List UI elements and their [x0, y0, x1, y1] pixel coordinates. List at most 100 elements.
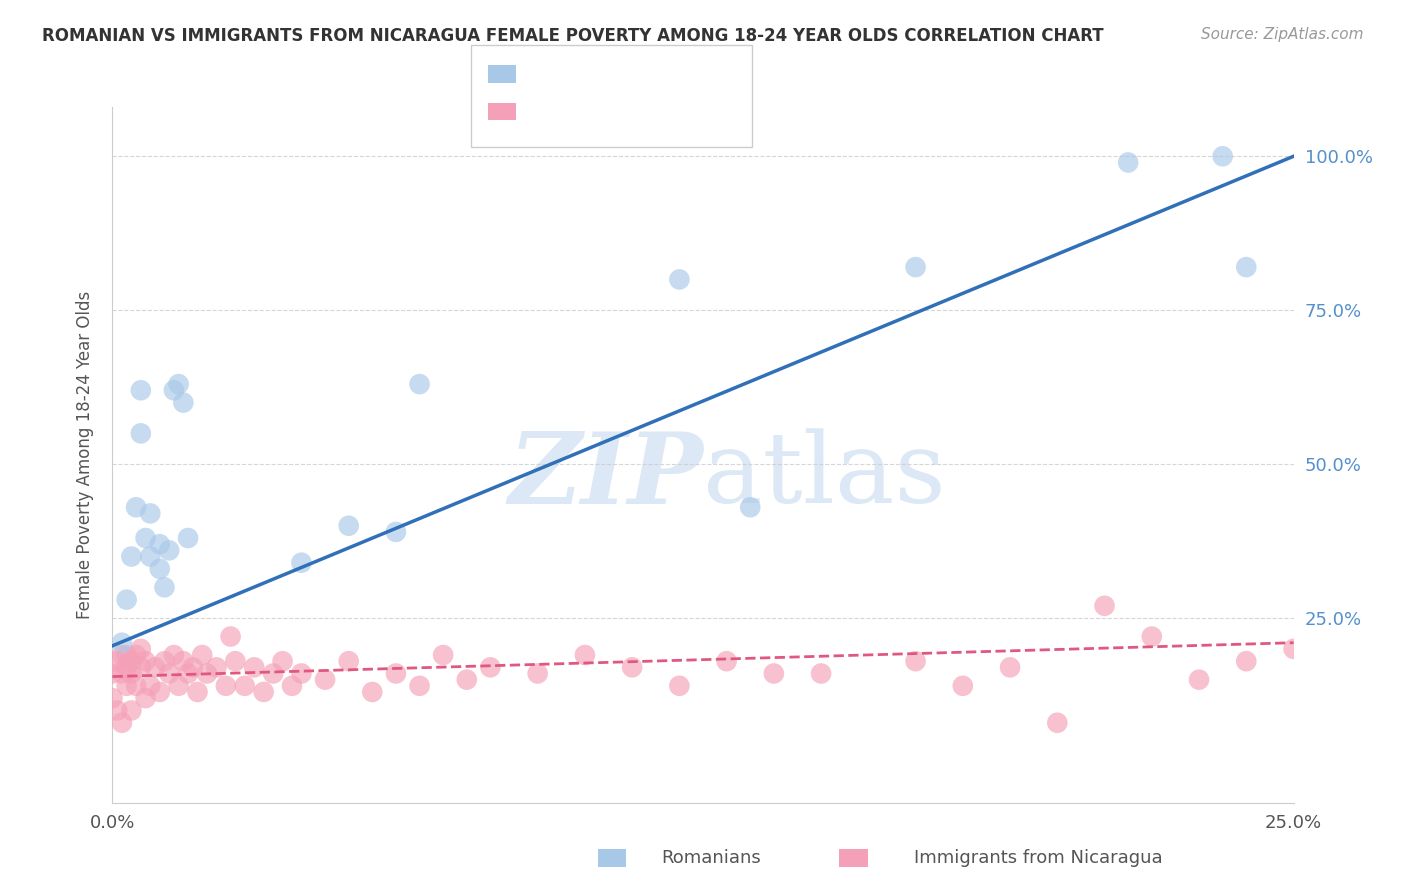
Point: [172, 654, 194, 668]
Point: [740, 500, 762, 515]
Point: [120, 549, 142, 564]
Point: [191, 648, 214, 662]
Point: [101, 666, 124, 681]
Point: [1140, 630, 1163, 644]
Point: [120, 654, 142, 668]
Point: [716, 654, 738, 668]
Point: [105, 654, 128, 668]
Point: [163, 384, 186, 398]
Point: [172, 395, 194, 409]
Point: [621, 660, 644, 674]
Point: [129, 641, 152, 656]
Text: ROMANIAN VS IMMIGRANTS FROM NICARAGUA FEMALE POVERTY AMONG 18-24 YEAR OLDS CORRE: ROMANIAN VS IMMIGRANTS FROM NICARAGUA FE…: [42, 27, 1104, 45]
Point: [111, 648, 134, 662]
Point: [111, 715, 134, 730]
Point: [262, 666, 284, 681]
Point: [574, 648, 596, 662]
Point: [668, 679, 690, 693]
Point: [120, 666, 142, 681]
Text: Source: ZipAtlas.com: Source: ZipAtlas.com: [1201, 27, 1364, 42]
Point: [432, 648, 454, 662]
Point: [408, 679, 430, 693]
Point: [1212, 149, 1234, 163]
Point: [157, 666, 180, 681]
Point: [129, 660, 152, 674]
Point: [163, 648, 186, 662]
Text: Immigrants from Nicaragua: Immigrants from Nicaragua: [914, 849, 1163, 867]
Point: [762, 666, 785, 681]
Point: [153, 580, 176, 594]
Point: [233, 679, 256, 693]
Point: [125, 679, 148, 693]
Point: [115, 679, 138, 693]
Point: [135, 654, 157, 668]
Y-axis label: Female Poverty Among 18-24 Year Olds: Female Poverty Among 18-24 Year Olds: [76, 291, 94, 619]
Point: [215, 679, 238, 693]
Point: [290, 666, 312, 681]
Point: [271, 654, 294, 668]
Point: [125, 648, 148, 662]
Point: [101, 691, 124, 706]
Point: [904, 654, 927, 668]
Point: [105, 703, 128, 717]
Text: ZIP: ZIP: [508, 427, 703, 524]
Point: [177, 531, 200, 545]
Point: [177, 666, 200, 681]
Point: [139, 679, 162, 693]
Point: [149, 562, 172, 576]
Point: [479, 660, 502, 674]
Point: [361, 685, 384, 699]
Text: atlas: atlas: [703, 428, 946, 524]
Text: R = 0.080   N = 67: R = 0.080 N = 67: [527, 103, 697, 120]
Point: [139, 549, 162, 564]
Point: [125, 500, 148, 515]
Point: [129, 384, 152, 398]
Point: [526, 666, 548, 681]
Point: [149, 537, 172, 551]
Point: [243, 660, 266, 674]
Point: [181, 660, 204, 674]
Point: [1094, 599, 1116, 613]
Point: [337, 654, 360, 668]
Point: [167, 679, 190, 693]
Text: Romanians: Romanians: [661, 849, 761, 867]
Point: [195, 666, 218, 681]
Point: [904, 260, 927, 274]
Point: [157, 543, 180, 558]
Point: [143, 660, 166, 674]
Point: [668, 272, 690, 286]
Point: [1234, 654, 1257, 668]
Point: [1188, 673, 1211, 687]
Point: [290, 556, 312, 570]
Point: [810, 666, 832, 681]
Point: [1116, 155, 1139, 169]
Point: [111, 636, 134, 650]
Point: [408, 377, 430, 392]
Point: [253, 685, 276, 699]
Point: [115, 592, 138, 607]
Point: [224, 654, 246, 668]
Point: [135, 691, 157, 706]
Point: [167, 377, 190, 392]
Point: [135, 531, 157, 545]
Point: [115, 660, 138, 674]
Point: [219, 630, 242, 644]
Point: [314, 673, 336, 687]
Point: [153, 654, 176, 668]
Point: [952, 679, 974, 693]
Point: [281, 679, 304, 693]
Point: [149, 685, 172, 699]
Point: [186, 685, 208, 699]
Point: [1046, 715, 1069, 730]
Point: [139, 507, 162, 521]
Point: [456, 673, 478, 687]
Point: [205, 660, 228, 674]
Point: [1282, 641, 1305, 656]
Point: [998, 660, 1021, 674]
Point: [1234, 260, 1257, 274]
Point: [337, 518, 360, 533]
Point: [120, 703, 142, 717]
Point: [385, 666, 408, 681]
Text: R = 0.665   N = 27: R = 0.665 N = 27: [527, 65, 697, 83]
Point: [111, 666, 134, 681]
